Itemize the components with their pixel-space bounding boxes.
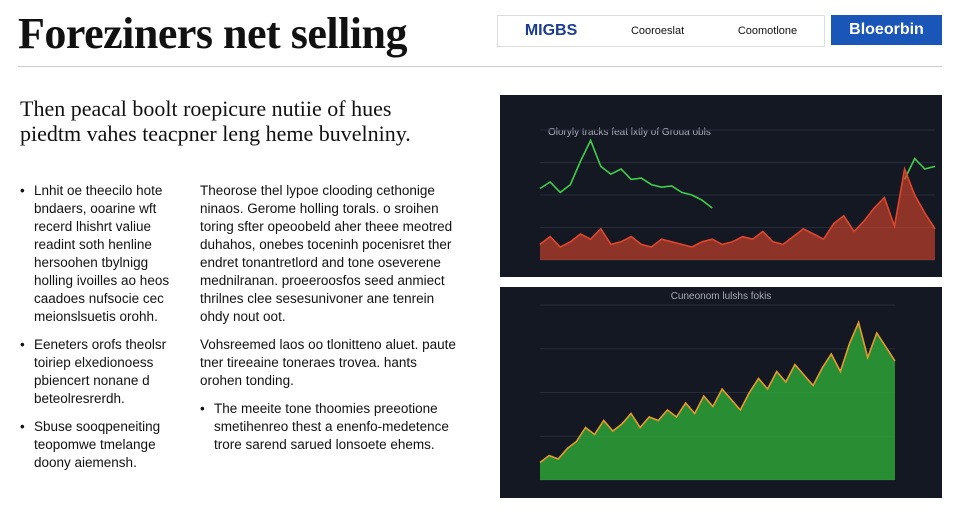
chart-title: Cuneonom lulshs fokis: [671, 291, 772, 302]
logo: Bloeorbin: [831, 15, 942, 45]
line: [539, 320, 896, 464]
logo-bar: MIGBS Cooroeslat Coomotlone: [497, 15, 825, 47]
logo: Coomotlone: [737, 25, 798, 37]
chart: Oloryly tracks feat lxtly of Groua obls: [500, 95, 942, 277]
paragraph: Vohsreemed laos oo tlonitteno aluet. pau…: [200, 337, 456, 388]
bullet: Lnhit oe theecilo hote bndaers, ooarine …: [20, 182, 188, 326]
bullet: The meeite tone thoomies preeotione smet…: [200, 400, 462, 454]
paragraph: Theorose thel lypoe clooding cethonige n…: [200, 183, 453, 324]
chart: Cuneonom lulshs fokis: [500, 287, 942, 498]
title: Foreziners net selling: [18, 9, 408, 58]
chart-title: Oloryly tracks feat lxtly of Groua obls: [548, 127, 711, 138]
line: [539, 138, 936, 209]
line: [539, 166, 936, 248]
area: [540, 322, 895, 480]
divider: [18, 66, 942, 67]
area: [540, 169, 935, 260]
left-column: Lnhit oe theecilo hote bndaers, ooarine …: [20, 182, 188, 482]
headline: Then peacal boolt roepicure nutiie of hu…: [20, 96, 411, 146]
bullet: Sbuse sooqpeneiting teopomwe tmelange do…: [20, 418, 188, 472]
bullet: Eeneters orofs theolsr toiriep elxediono…: [20, 336, 188, 408]
logo: Cooroeslat: [630, 25, 685, 37]
logo: MIGBS: [524, 22, 578, 39]
right-column: Theorose thel lypoe clooding cethonige n…: [200, 182, 462, 464]
